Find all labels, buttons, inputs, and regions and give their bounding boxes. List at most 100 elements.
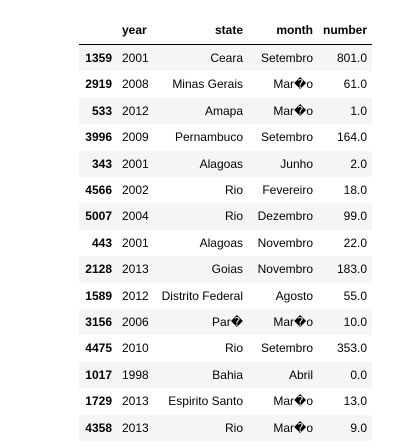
number-cell: 1.0: [350, 103, 367, 118]
table-row: 343 2001 Alagoas Junho 2.0: [79, 150, 372, 178]
number-column-header: number: [318, 17, 372, 45]
state-cell: Rio: [224, 183, 243, 198]
year-cell: 2008: [122, 77, 149, 92]
year-cell: 2001: [122, 156, 149, 171]
number-cell: 353.0: [336, 341, 367, 356]
table-row: 4475 2010 Rio Setembro 353.0: [79, 335, 372, 362]
month-cell: Mar�o: [273, 394, 313, 409]
row-index-cell: 3996: [85, 130, 112, 145]
state-cell: Minas Gerais: [172, 77, 243, 92]
number-cell: 10.0: [343, 315, 367, 330]
row-index-cell: 5007: [85, 209, 112, 224]
month-cell: Novembro: [257, 235, 313, 250]
number-cell: 0.0: [350, 367, 367, 382]
state-cell: Distrito Federal: [161, 288, 243, 303]
table-row: 1017 1998 Bahia Abril 0.0: [79, 361, 372, 389]
year-cell: 2001: [122, 51, 149, 65]
year-cell: 2012: [122, 103, 149, 118]
header-row: year state month number: [79, 17, 372, 45]
dataframe-output: year state month number 1359 2001 Ceara Set…: [79, 17, 372, 442]
year-cell: 2009: [122, 130, 149, 145]
state-column-header: state: [155, 17, 248, 45]
table-body: 1359 2001 Ceara Setembro 801.0 2919 2008 Minas …: [79, 44, 372, 442]
table-header: year state month number: [79, 17, 372, 45]
month-cell: Fevereiro: [262, 183, 313, 198]
number-cell: 183.0: [336, 262, 367, 277]
state-cell: Rio: [224, 341, 243, 356]
row-index-cell: 3156: [85, 315, 112, 330]
row-index-cell: 2919: [85, 77, 112, 92]
state-cell: Alagoas: [199, 156, 243, 171]
table-row: 443 2001 Alagoas Novembro 22.0: [79, 229, 372, 257]
month-column-header: month: [248, 17, 318, 45]
table-row: 533 2012 Amapa Mar�o 1.0: [79, 97, 372, 125]
month-cell: Mar�o: [273, 420, 313, 435]
state-cell: Goias: [211, 262, 243, 277]
row-index-cell: 1017: [85, 367, 112, 382]
year-cell: 2013: [122, 420, 149, 435]
row-index-cell: 4566: [85, 183, 112, 198]
number-cell: 22.0: [343, 235, 367, 250]
number-cell: 61.0: [343, 77, 367, 92]
number-cell: 13.0: [343, 394, 367, 409]
state-cell: Espirito Santo: [168, 394, 243, 409]
table-row: 1359 2001 Ceara Setembro 801.0: [79, 44, 372, 72]
row-index-cell: 4475: [85, 341, 112, 356]
number-cell: 164.0: [336, 130, 367, 145]
table-row: 3156 2006 Par� Mar�o 10.0: [79, 309, 372, 336]
state-cell: Amapa: [204, 103, 243, 118]
table-row: 4358 2013 Rio Mar�o 9.0: [79, 414, 372, 442]
number-cell: 2.0: [350, 156, 367, 171]
dataframe-table: year state month number 1359 2001 Ceara Set…: [79, 17, 372, 442]
month-cell: Setembro: [260, 341, 313, 356]
month-cell: Setembro: [260, 51, 313, 65]
number-cell: 55.0: [343, 288, 367, 303]
month-cell: Mar�o: [273, 103, 313, 118]
month-cell: Novembro: [257, 262, 313, 277]
month-cell: Setembro: [260, 130, 313, 145]
table-row: 2128 2013 Goias Novembro 183.0: [79, 256, 372, 283]
state-cell: Rio: [224, 420, 243, 435]
month-cell: Agosto: [275, 288, 313, 303]
number-cell: 18.0: [343, 183, 367, 198]
year-cell: 2002: [122, 183, 149, 198]
state-cell: Pernambuco: [174, 130, 243, 145]
row-index-cell: 343: [91, 156, 112, 171]
table-row: 1729 2013 Espirito Santo Mar�o 13.0: [79, 388, 372, 415]
table-row: 5007 2004 Rio Dezembro 99.0: [79, 203, 372, 230]
table-row: 3996 2009 Pernambuco Setembro 164.0: [79, 124, 372, 151]
state-cell: Alagoas: [199, 235, 243, 250]
number-cell: 801.0: [336, 51, 367, 65]
state-cell: Rio: [224, 209, 243, 224]
table-row: 1589 2012 Distrito Federal Agosto 55.0: [79, 282, 372, 310]
month-cell: Junho: [280, 156, 313, 171]
month-cell: Abril: [288, 367, 313, 382]
row-index-cell: 1359: [85, 51, 112, 65]
year-cell: 2013: [122, 394, 149, 409]
month-cell: Dezembro: [257, 209, 313, 224]
month-cell: Mar�o: [273, 77, 313, 92]
year-cell: 2001: [122, 235, 149, 250]
state-cell: Ceara: [210, 51, 243, 65]
state-cell: Par�: [212, 315, 243, 330]
row-index-cell: 1589: [85, 288, 112, 303]
index-column-header: [79, 17, 117, 45]
number-cell: 99.0: [343, 209, 367, 224]
row-index-cell: 4358: [85, 420, 112, 435]
year-column-header: year: [117, 17, 155, 45]
state-cell: Bahia: [212, 367, 243, 382]
row-index-cell: 533: [91, 103, 112, 118]
year-cell: 2006: [122, 315, 149, 330]
row-index-cell: 1729: [85, 394, 112, 409]
table-row: 4566 2002 Rio Fevereiro 18.0: [79, 177, 372, 204]
year-cell: 2004: [122, 209, 149, 224]
year-cell: 1998: [122, 367, 149, 382]
month-cell: Mar�o: [273, 315, 313, 330]
year-cell: 2012: [122, 288, 149, 303]
year-cell: 2010: [122, 341, 149, 356]
row-index-cell: 443: [91, 235, 112, 250]
row-index-cell: 2128: [85, 262, 112, 277]
table-row: 2919 2008 Minas Gerais Mar�o 61.0: [79, 71, 372, 98]
number-cell: 9.0: [350, 420, 367, 435]
year-cell: 2013: [122, 262, 149, 277]
